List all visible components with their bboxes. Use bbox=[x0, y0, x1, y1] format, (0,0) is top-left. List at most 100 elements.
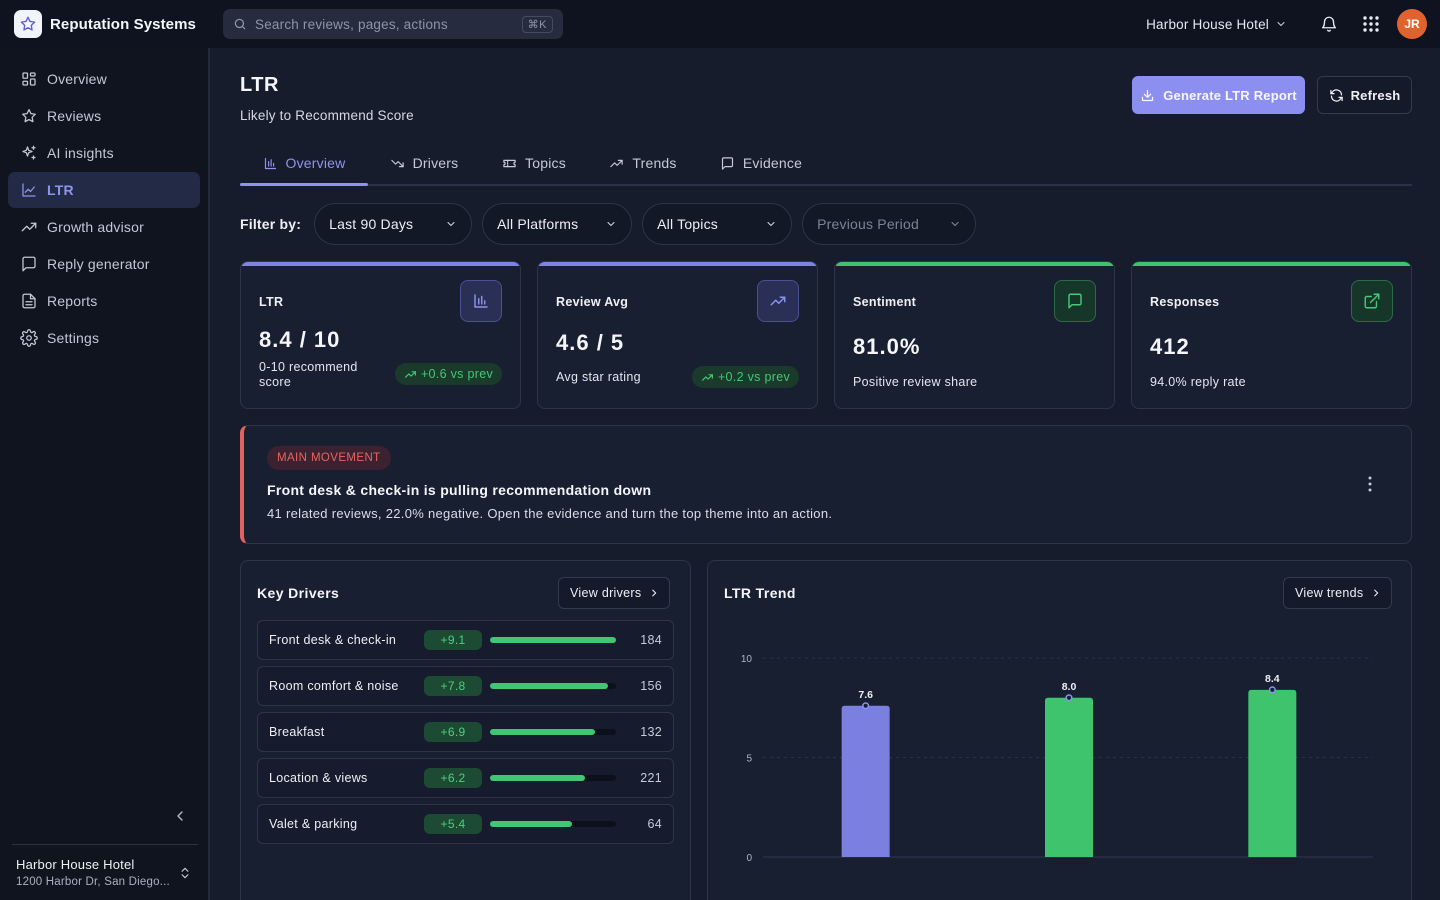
driver-bar-track bbox=[490, 775, 616, 781]
driver-row[interactable]: Valet & parking +5.4 64 bbox=[257, 804, 674, 844]
trending-up-icon bbox=[757, 280, 799, 322]
driver-review-count: 64 bbox=[647, 817, 662, 831]
kpi-subtext: 94.0% reply rate bbox=[1150, 375, 1246, 389]
search-input[interactable]: Search reviews, pages, actions ⌘K bbox=[223, 9, 563, 39]
more-vertical-icon[interactable] bbox=[1367, 476, 1373, 492]
kpi-card-review-avg: Review Avg 4.6 / 5 Avg star rating +0.2 vs … bbox=[537, 261, 818, 409]
driver-name: Front desk & check-in bbox=[269, 633, 397, 647]
tab-overview[interactable]: Overview bbox=[240, 142, 368, 186]
top-bar: Reputation Systems Search reviews, pages… bbox=[0, 0, 1440, 48]
driver-row[interactable]: Breakfast +6.9 132 bbox=[257, 712, 674, 752]
main-content: LTR Likely to Recommend Score Generate L… bbox=[212, 48, 1440, 900]
view-trends-button[interactable]: View trends bbox=[1283, 577, 1393, 609]
sidebar-item-label: AI insights bbox=[47, 145, 114, 161]
kpi-card-ltr: LTR 8.4 / 10 0-10 recommend score +0.6 vs p… bbox=[240, 261, 521, 409]
filter-value: All Topics bbox=[657, 216, 719, 232]
movement-alert: MAIN MOVEMENT Front desk & check-in is p… bbox=[240, 425, 1412, 544]
brand[interactable]: Reputation Systems bbox=[14, 10, 223, 38]
driver-bar-fill bbox=[490, 775, 585, 781]
filter-all-platforms[interactable]: All Platforms bbox=[482, 203, 633, 245]
sidebar-item-growth-advisor[interactable]: Growth advisor bbox=[8, 209, 200, 245]
filter-last-90-days[interactable]: Last 90 Days bbox=[314, 203, 473, 245]
location-switcher[interactable]: Harbor House Hotel 1200 Harbor Dr, San D… bbox=[12, 844, 198, 900]
sidebar-item-ltr[interactable]: LTR bbox=[8, 172, 200, 208]
driver-impact-badge: +5.4 bbox=[424, 814, 482, 834]
tab-evidence[interactable]: Evidence bbox=[698, 142, 824, 184]
card-accent-bar bbox=[538, 262, 817, 266]
driver-name: Location & views bbox=[269, 771, 368, 785]
filter-label: Filter by: bbox=[240, 216, 302, 232]
app-name: Reputation Systems bbox=[50, 15, 196, 33]
chevron-right-icon bbox=[1363, 588, 1381, 598]
view-drivers-button[interactable]: View drivers bbox=[558, 577, 671, 609]
trend-point bbox=[1065, 694, 1073, 702]
grid-icon bbox=[20, 70, 38, 88]
filter-value: Last 90 Days bbox=[329, 216, 414, 232]
generate-report-button[interactable]: Generate LTR Report bbox=[1132, 76, 1305, 114]
sidebar-item-overview[interactable]: Overview bbox=[8, 61, 200, 97]
filter-bar: Filter by: Last 90 Days All Platforms All … bbox=[240, 203, 986, 245]
kpi-value: 81.0% bbox=[853, 334, 921, 359]
card-accent-bar bbox=[1132, 262, 1411, 266]
alert-tag: MAIN MOVEMENT bbox=[267, 446, 391, 470]
y-tick-label: 0 bbox=[746, 853, 752, 864]
kpi-value: 4.6 / 5 bbox=[556, 330, 625, 355]
page-subtitle: Likely to Recommend Score bbox=[240, 108, 414, 123]
trend-value-label: 8.4 bbox=[1265, 673, 1280, 685]
hotel-selector[interactable]: Harbor House Hotel bbox=[1146, 17, 1287, 32]
kpi-cards: LTR 8.4 / 10 0-10 recommend score +0.6 vs p… bbox=[240, 261, 1412, 409]
sidebar-item-label: Reports bbox=[47, 293, 98, 309]
search-icon bbox=[233, 17, 247, 31]
chevron-down-icon bbox=[765, 218, 777, 230]
sidebar: Overview Reviews AI insights LTR Growth advi… bbox=[0, 48, 210, 900]
y-tick-label: 5 bbox=[746, 754, 752, 765]
sidebar-item-reply-generator[interactable]: Reply generator bbox=[8, 246, 200, 282]
sidebar-item-label: Reply generator bbox=[47, 256, 150, 272]
sidebar-item-ai-insights[interactable]: AI insights bbox=[8, 135, 200, 171]
trend-value-label: 8.0 bbox=[1062, 681, 1077, 693]
driver-row[interactable]: Room comfort & noise +7.8 156 bbox=[257, 666, 674, 706]
sidebar-item-settings[interactable]: Settings bbox=[8, 320, 200, 356]
trend-bar bbox=[1248, 689, 1297, 857]
filter-all-topics[interactable]: All Topics bbox=[642, 203, 793, 245]
refresh-label: Refresh bbox=[1350, 87, 1401, 103]
tab-trends[interactable]: Trends bbox=[588, 142, 698, 184]
sidebar-item-label: Reviews bbox=[47, 108, 102, 124]
collapse-sidebar-icon[interactable] bbox=[172, 808, 188, 824]
location-name: Harbor House Hotel bbox=[16, 857, 135, 872]
tab-drivers[interactable]: Drivers bbox=[368, 142, 480, 184]
avatar[interactable]: JR bbox=[1397, 9, 1427, 39]
kpi-card-responses: Responses 412 94.0% reply rate bbox=[1131, 261, 1412, 409]
kpi-label: Sentiment bbox=[853, 295, 917, 309]
sidebar-item-reports[interactable]: Reports bbox=[8, 283, 200, 319]
bell-icon[interactable] bbox=[1320, 15, 1338, 33]
kpi-card-sentiment: Sentiment 81.0% Positive review share bbox=[834, 261, 1115, 409]
driver-impact-badge: +6.9 bbox=[424, 722, 482, 742]
card-accent-bar bbox=[241, 262, 520, 266]
kpi-subtext: Positive review share bbox=[853, 375, 978, 389]
driver-bar-track bbox=[490, 729, 616, 735]
bar-chart-icon bbox=[263, 156, 286, 171]
trending-up-icon bbox=[404, 368, 421, 381]
ltr-trend-chart: 0 5 10 7.6 8.0 8.4 bbox=[741, 654, 1373, 864]
kpi-value: 412 bbox=[1150, 334, 1190, 359]
chevrons-up-down-icon bbox=[178, 865, 192, 881]
key-drivers-panel: Key Drivers View drivers Front desk & ch… bbox=[240, 560, 691, 900]
tab-label: Overview bbox=[285, 155, 346, 171]
refresh-button[interactable]: Refresh bbox=[1317, 76, 1412, 114]
bar-chart-icon bbox=[460, 280, 502, 322]
y-tick-label: 10 bbox=[741, 654, 753, 665]
driver-name: Valet & parking bbox=[269, 817, 358, 831]
apps-grid-icon[interactable] bbox=[1362, 15, 1380, 33]
driver-impact-badge: +7.8 bbox=[424, 676, 482, 696]
driver-review-count: 221 bbox=[640, 771, 662, 785]
kpi-delta-text: +0.6 vs prev bbox=[420, 367, 493, 381]
tab-label: Trends bbox=[632, 155, 677, 171]
file-text-icon bbox=[20, 292, 38, 310]
driver-row[interactable]: Location & views +6.2 221 bbox=[257, 758, 674, 798]
driver-bar-track bbox=[490, 683, 616, 689]
sidebar-item-reviews[interactable]: Reviews bbox=[8, 98, 200, 134]
chevron-down-icon bbox=[605, 218, 617, 230]
driver-row[interactable]: Front desk & check-in +9.1 184 bbox=[257, 620, 674, 660]
tab-topics[interactable]: Topics bbox=[480, 142, 588, 184]
